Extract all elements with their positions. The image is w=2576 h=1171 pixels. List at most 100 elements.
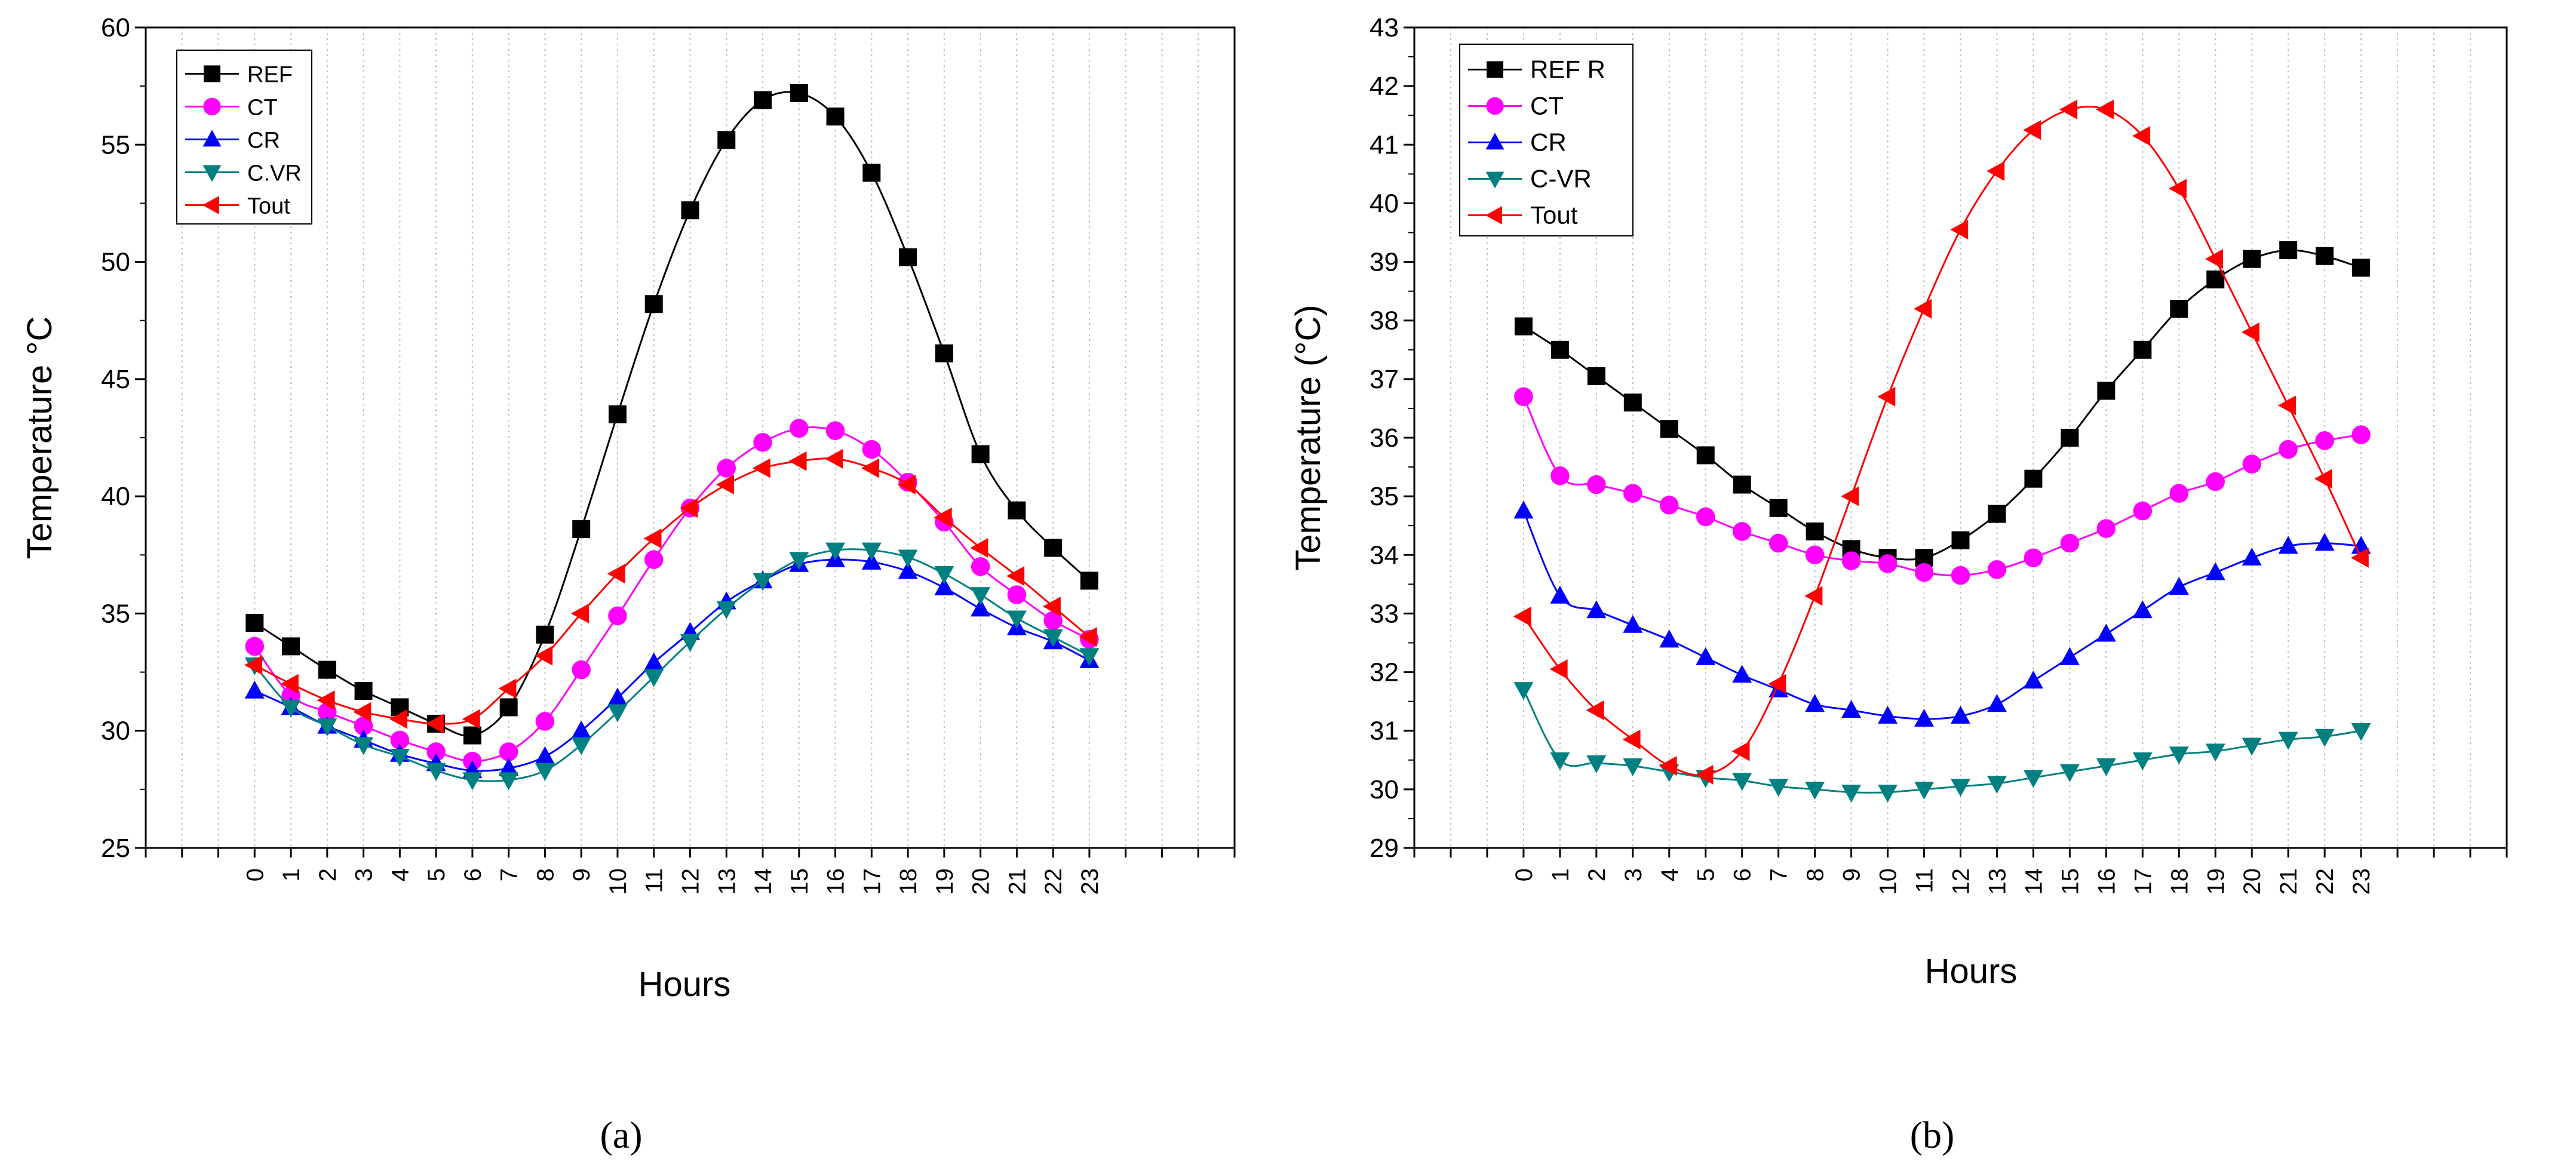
data-point-b [2206, 271, 2225, 289]
data-point-a [861, 551, 882, 570]
data-point-b [1696, 647, 1716, 665]
y-axis-title-b: Temperature (°C) [1289, 305, 1328, 570]
y-tick-label-b: 41 [1370, 130, 1399, 159]
legend-marker-b [1485, 206, 1502, 225]
series-b-cr [1513, 500, 2371, 727]
data-point-b [2132, 752, 2153, 771]
data-point-b [1768, 533, 1788, 553]
data-point-b [2279, 241, 2298, 259]
y-tick-label-a: 35 [101, 599, 130, 628]
series-a-ref [245, 84, 1098, 745]
y-tick-label-b: 43 [1370, 13, 1399, 42]
data-point-b [1696, 446, 1715, 465]
data-point-a [463, 726, 481, 745]
y-axis-title-a: Temperature °C [20, 316, 59, 560]
x-tick-label-a: 0 [242, 868, 268, 881]
data-point-a [570, 603, 589, 623]
data-point-a [644, 669, 664, 687]
data-point-b [1623, 614, 1643, 633]
data-point-b [1587, 475, 1606, 494]
y-tick-label-b: 42 [1370, 72, 1399, 101]
y-tick-label-b: 33 [1370, 599, 1399, 628]
data-point-a [970, 538, 988, 558]
data-point-a [318, 660, 336, 679]
data-point-b [1514, 387, 1533, 407]
data-point-b [2169, 179, 2187, 199]
data-point-b [2059, 764, 2080, 782]
data-point-a [607, 564, 625, 584]
data-point-b [1550, 585, 1570, 604]
data-point-b [2243, 250, 2261, 268]
x-tick-label-b: 1 [1548, 868, 1574, 881]
data-point-a [535, 763, 555, 781]
x-tick-label-a: 3 [351, 868, 377, 881]
x-tick-label-a: 11 [641, 868, 668, 893]
data-point-b [1732, 522, 1752, 541]
x-tick-label-a: 10 [605, 868, 631, 895]
data-point-b [1769, 499, 1788, 517]
data-point-b [1914, 563, 1934, 582]
data-point-b [2132, 126, 2151, 146]
series-line-a [254, 91, 1090, 737]
data-point-a [825, 448, 843, 469]
data-point-a [571, 720, 591, 739]
y-tick-label-b: 31 [1370, 717, 1399, 746]
x-tick-label-b: 13 [1984, 868, 2010, 895]
x-tick-label-b: 10 [1875, 868, 1902, 895]
x-tick-label-a: 7 [496, 868, 523, 881]
data-point-a [607, 704, 628, 723]
data-point-a [1008, 501, 1026, 520]
y-tick-label-a: 45 [101, 365, 130, 394]
legend-marker-a [204, 65, 220, 82]
data-point-b [1731, 741, 1750, 761]
x-tick-label-a: 18 [895, 868, 922, 895]
data-point-b [1951, 531, 1970, 549]
data-point-b [2242, 737, 2262, 756]
data-point-a [571, 737, 591, 755]
data-point-b [2351, 425, 2371, 444]
x-tick-label-b: 0 [1511, 868, 1537, 881]
data-point-a [861, 542, 882, 561]
data-point-b [2351, 536, 2371, 554]
data-point-b [2315, 431, 2334, 450]
legend-label-a: REF [247, 63, 293, 88]
data-point-b [1841, 486, 1859, 506]
data-point-b [1768, 674, 1786, 694]
data-point-a [643, 528, 662, 549]
data-point-a [499, 772, 519, 791]
y-tick-label-b: 32 [1370, 658, 1399, 687]
legend-label-b: Tout [1530, 201, 1578, 229]
data-point-b [2352, 259, 2371, 277]
data-point-b [2169, 746, 2189, 765]
data-point-b [2133, 340, 2152, 359]
data-point-a [462, 772, 483, 791]
y-tick-label-a: 30 [101, 717, 130, 746]
data-point-a [971, 598, 991, 617]
data-point-a [1006, 610, 1027, 629]
data-point-b [1877, 386, 1896, 407]
data-point-b [2059, 99, 2078, 119]
data-point-a [862, 439, 882, 459]
y-tick-label-b: 29 [1370, 834, 1399, 863]
data-point-a [717, 131, 736, 149]
data-point-a [282, 637, 300, 656]
data-point-b [2133, 501, 2153, 521]
data-point-a [1043, 611, 1063, 630]
x-tick-label-a: 14 [750, 868, 776, 895]
data-point-a [898, 549, 918, 568]
data-point-a [1044, 539, 1063, 557]
data-point-a [680, 498, 698, 518]
data-point-b [2242, 547, 2262, 565]
data-point-a [354, 717, 373, 736]
x-tick-label-a: 9 [569, 868, 595, 881]
legend-label-a: Tout [247, 194, 290, 219]
data-point-b [1914, 782, 1935, 800]
data-point-a [971, 557, 990, 576]
data-point-a [934, 577, 954, 595]
data-point-b [1878, 554, 1898, 573]
legend-marker-b [1485, 171, 1505, 189]
data-point-b [1550, 752, 1570, 771]
data-point-b [1951, 565, 1970, 585]
